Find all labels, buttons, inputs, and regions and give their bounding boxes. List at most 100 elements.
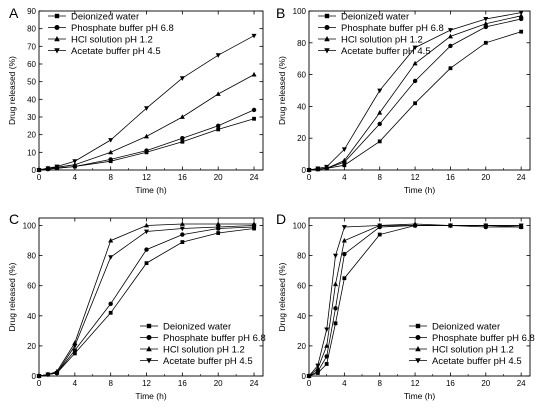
- legend-label: HCl solution pH 1.2: [71, 34, 153, 45]
- data-point: [179, 114, 185, 119]
- data-point: [180, 139, 185, 144]
- data-point: [333, 306, 338, 311]
- data-point: [483, 17, 489, 22]
- legend-label: Phosphate buffer pH 6.8: [341, 23, 444, 34]
- legend-label: Phosphate buffer pH 6.8: [71, 23, 174, 34]
- legend-marker: [54, 48, 60, 54]
- legend-label: Deionized water: [163, 321, 231, 332]
- data-point: [324, 343, 330, 348]
- series-3: [306, 13, 524, 172]
- data-point: [483, 223, 489, 229]
- data-point: [412, 223, 418, 229]
- data-point: [215, 91, 221, 96]
- panel-label: C: [9, 211, 19, 227]
- legend-marker: [146, 323, 152, 329]
- data-point: [483, 40, 488, 45]
- y-tick-label: 40: [27, 95, 36, 104]
- panel-label: A: [9, 5, 19, 21]
- y-tick-label: 40: [297, 102, 306, 111]
- data-point: [215, 221, 221, 226]
- x-axis-title: Time (h): [404, 185, 435, 195]
- data-point: [216, 231, 221, 235]
- legend-label: Deionized water: [341, 11, 409, 22]
- data-point: [215, 225, 221, 230]
- legend-marker: [54, 13, 60, 19]
- data-point: [251, 223, 257, 229]
- data-point: [377, 88, 383, 94]
- data-point: [342, 276, 347, 281]
- y-tick-label: 40: [27, 312, 36, 321]
- data-point: [341, 225, 347, 230]
- data-point: [72, 159, 78, 164]
- legend-marker: [324, 36, 330, 42]
- y-tick-label: 80: [27, 25, 36, 34]
- series-1: [37, 116, 256, 172]
- y-axis-title: Drug released (%): [7, 56, 17, 125]
- y-tick-label: 40: [297, 312, 306, 321]
- x-tick-label: 20: [481, 379, 490, 388]
- data-point: [45, 166, 51, 171]
- data-point: [333, 253, 339, 259]
- y-tick-label: 10: [27, 148, 36, 157]
- y-tick-label: 0: [32, 372, 37, 381]
- chart-panel-a: 0 4 8 12 16 20 24 0 10 20 30 40 50 60 70 80 90 Time (h) Dr…: [7, 5, 264, 195]
- y-tick-label: 30: [27, 113, 36, 122]
- data-point: [108, 138, 114, 143]
- data-point: [518, 13, 524, 18]
- series-3: [36, 71, 257, 172]
- legend-label: HCl solution pH 1.2: [341, 34, 423, 45]
- data-point: [342, 251, 347, 257]
- data-point: [377, 110, 383, 115]
- data-point: [216, 123, 221, 129]
- plot-frame: [308, 10, 531, 171]
- data-point: [324, 362, 329, 366]
- legend-label: Acetate buffer pH 4.5: [341, 46, 431, 57]
- legend-marker: [146, 335, 152, 340]
- data-point: [447, 223, 453, 229]
- y-axis-title: Drug released (%): [277, 262, 287, 331]
- data-point: [324, 327, 330, 333]
- x-tick-label: 16: [446, 173, 455, 182]
- x-tick-label: 8: [377, 379, 382, 388]
- y-tick-label: 60: [27, 282, 36, 291]
- data-point: [483, 24, 488, 30]
- data-point: [72, 162, 78, 167]
- y-axis-title: Drug released (%): [277, 56, 287, 125]
- legend-marker: [415, 335, 421, 340]
- data-point: [36, 374, 42, 379]
- data-point: [180, 136, 185, 141]
- y-tick-label: 70: [27, 42, 36, 51]
- data-point: [315, 166, 321, 172]
- x-tick-label: 4: [342, 173, 347, 182]
- legend-marker: [146, 346, 152, 352]
- legend-label: Acetate buffer pH 4.5: [163, 356, 253, 367]
- data-point: [377, 139, 382, 144]
- series-line: [38, 109, 255, 171]
- legend-marker: [415, 323, 421, 329]
- chart-panel-c: 0 4 8 12 16 20 24 0 20 40 60 80 100 Time (h) Drug rele…: [7, 211, 266, 401]
- data-point: [333, 321, 338, 326]
- data-point: [324, 354, 329, 359]
- x-axis-title: Time (h): [135, 185, 166, 195]
- data-point: [377, 232, 382, 237]
- data-point: [180, 240, 185, 244]
- legend-label: HCl solution pH 1.2: [163, 344, 245, 355]
- legend-label: Phosphate buffer pH 6.8: [432, 333, 535, 344]
- chart-panel-d: 0 4 8 12 16 20 24 0 20 40 60 80 100 Time (h) Drug rele…: [276, 211, 535, 401]
- data-point: [179, 226, 185, 232]
- data-point: [518, 223, 524, 229]
- data-point: [448, 66, 453, 71]
- y-tick-label: 60: [27, 60, 36, 69]
- data-point: [215, 53, 221, 58]
- data-point: [251, 107, 257, 113]
- y-tick-label: 0: [302, 166, 307, 175]
- data-point: [315, 363, 321, 369]
- x-tick-label: 0: [37, 173, 42, 182]
- y-tick-label: 90: [27, 7, 36, 16]
- series-4: [306, 223, 524, 379]
- legend-marker: [324, 48, 330, 54]
- legend-label: Acetate buffer pH 4.5: [71, 46, 161, 57]
- legend-label: Deionized water: [71, 11, 139, 22]
